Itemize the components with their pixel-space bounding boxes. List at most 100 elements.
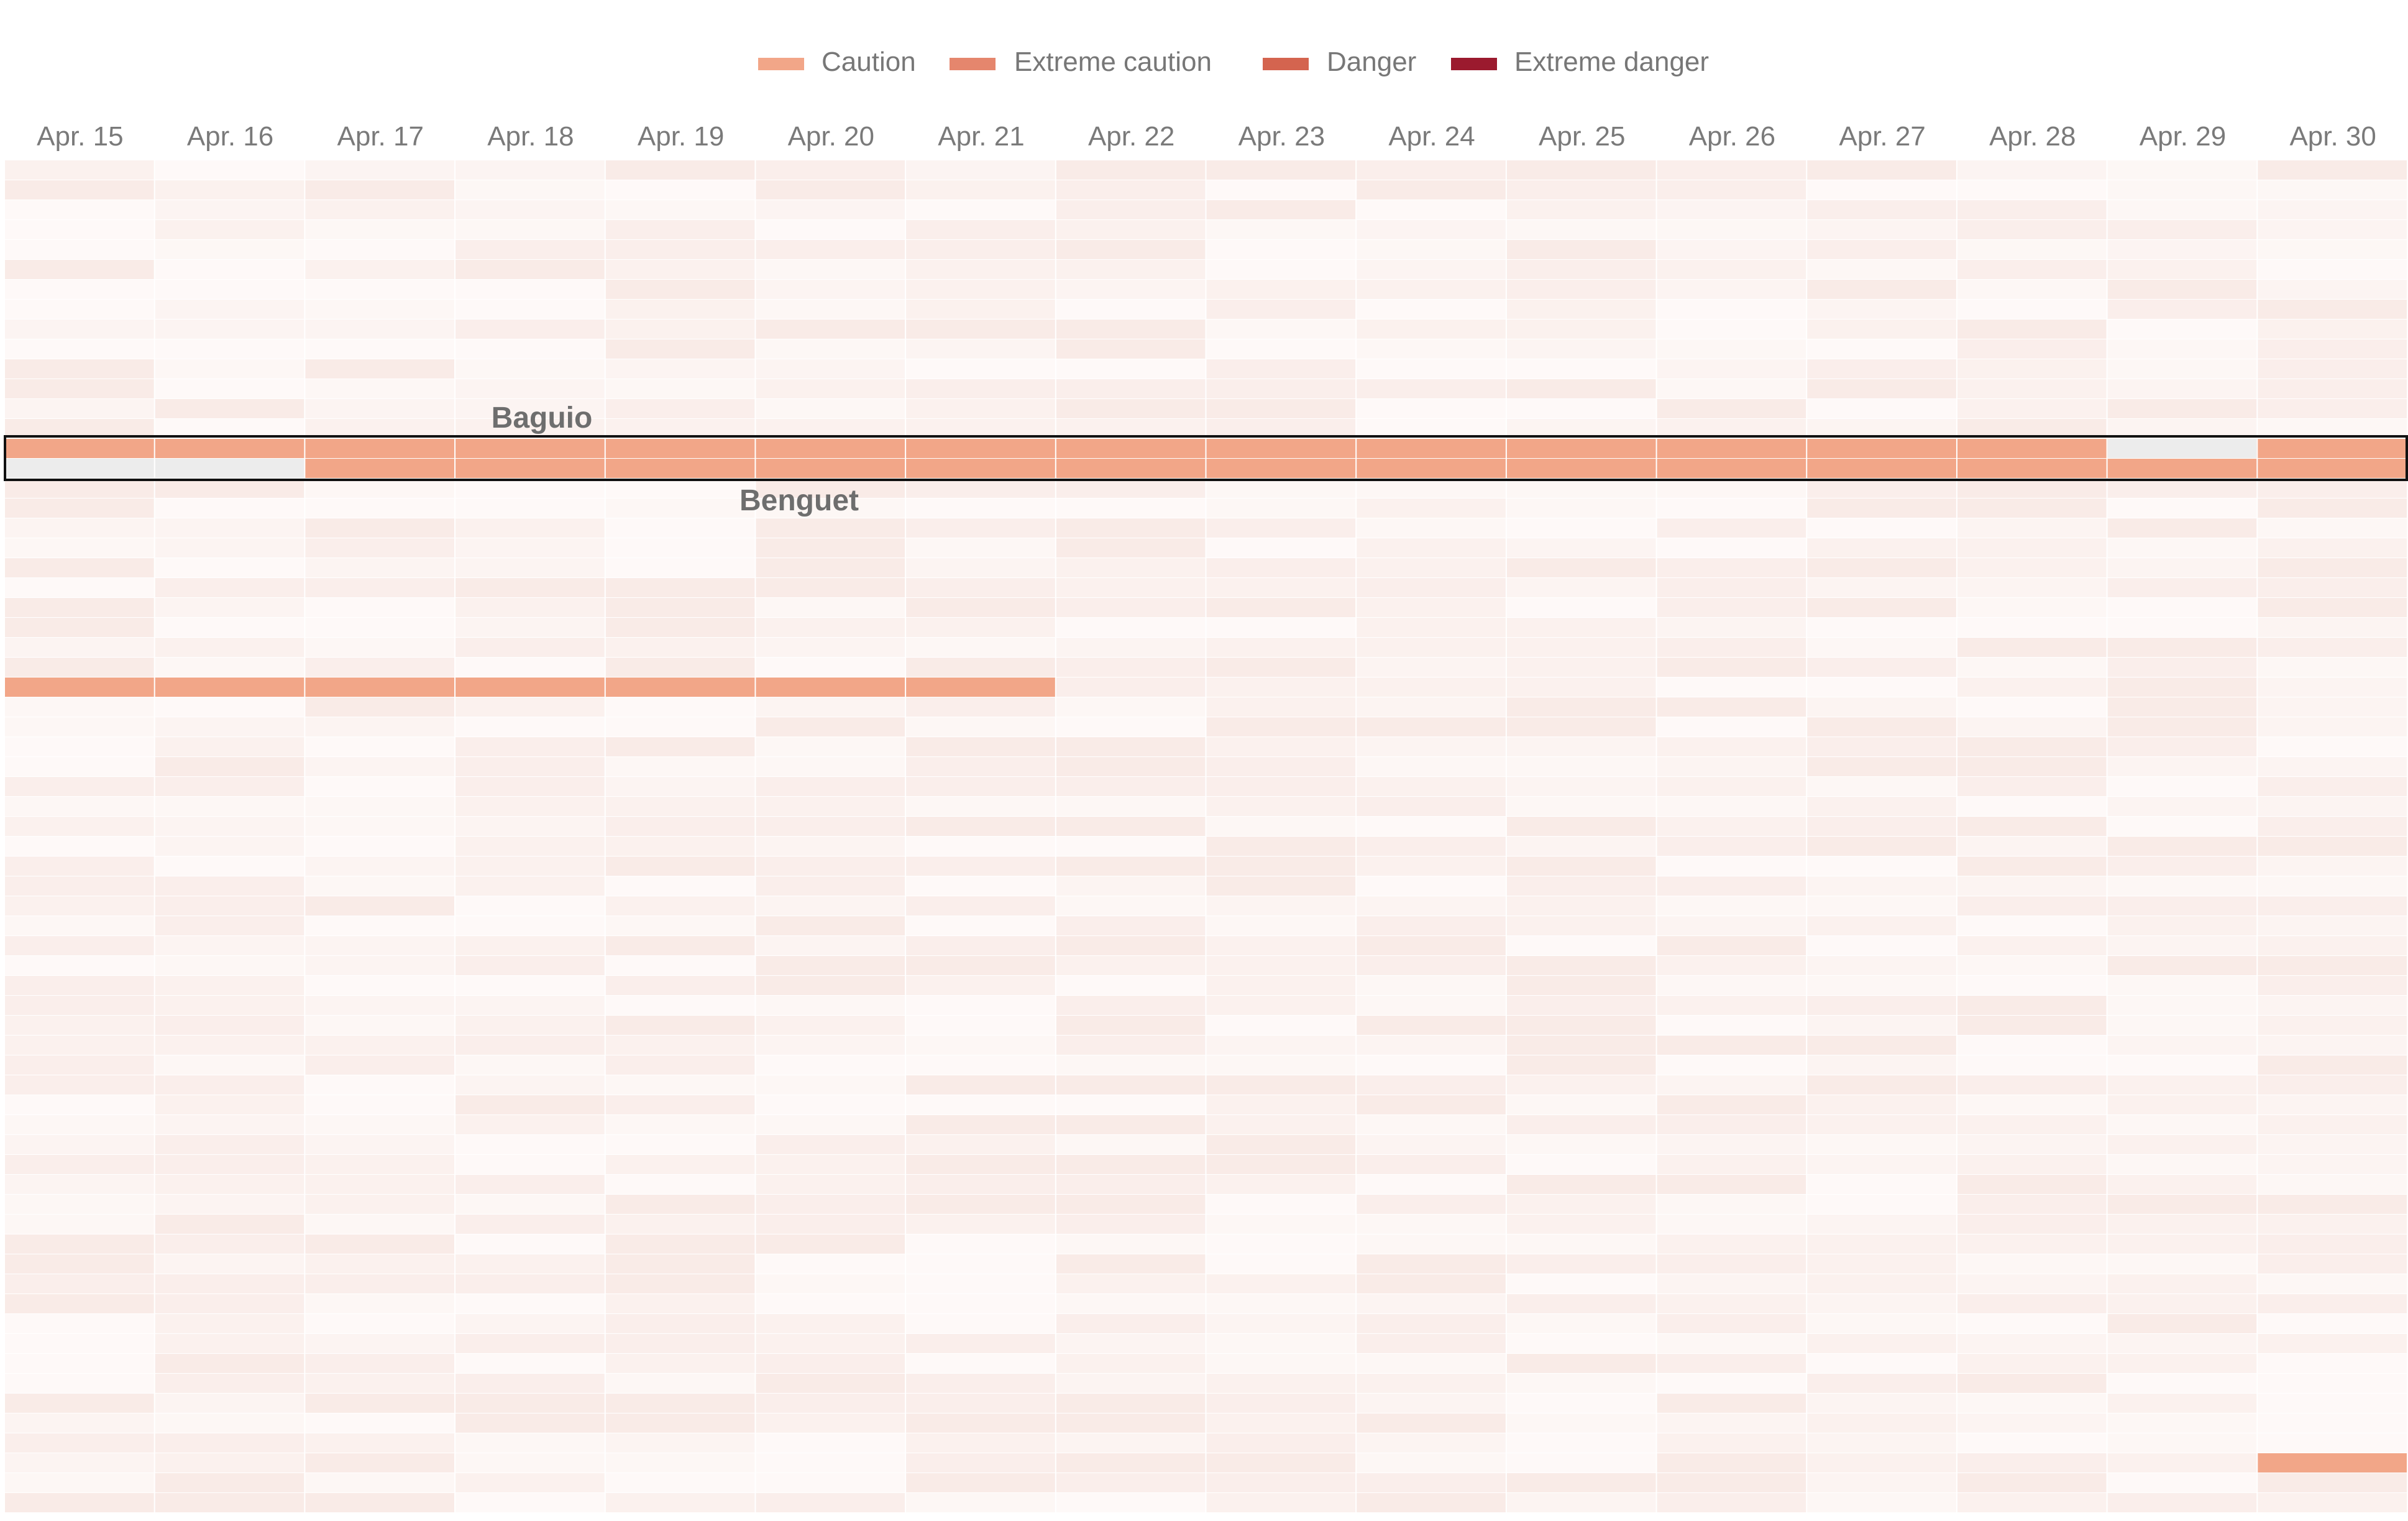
heat-cell bbox=[5, 678, 154, 697]
heat-cell bbox=[605, 777, 755, 796]
heat-cell bbox=[456, 1155, 605, 1174]
heat-cell bbox=[1056, 1115, 1206, 1134]
heat-cell bbox=[2107, 260, 2257, 279]
heat-cell bbox=[1506, 618, 1656, 637]
heat-cell bbox=[906, 240, 1055, 259]
heat-cell bbox=[5, 638, 154, 657]
heat-cell bbox=[5, 578, 154, 597]
heat-cell bbox=[305, 1055, 455, 1075]
heat-cell bbox=[756, 1155, 905, 1174]
heat-cell bbox=[906, 419, 1055, 438]
heat-cell bbox=[1506, 1413, 1656, 1433]
heat-cell bbox=[1657, 1314, 1806, 1333]
x-tick-apr-21: Apr. 21 bbox=[938, 121, 1024, 152]
heat-cell bbox=[1056, 598, 1206, 617]
heat-cell bbox=[1807, 1016, 1956, 1035]
heat-cell bbox=[1357, 797, 1506, 816]
heat-cell bbox=[5, 757, 154, 776]
heat-cell bbox=[155, 777, 304, 796]
heat-cell bbox=[5, 1354, 154, 1373]
heat-cell bbox=[1657, 896, 1806, 916]
heat-cell bbox=[1056, 200, 1206, 219]
heat-cell bbox=[1357, 459, 1506, 478]
heat-cell bbox=[2258, 976, 2407, 995]
heat-cell bbox=[1206, 1374, 1356, 1393]
heat-cell bbox=[1357, 300, 1506, 319]
heat-cell bbox=[1807, 697, 1956, 717]
heat-cell bbox=[1807, 379, 1956, 398]
heat-cell bbox=[1657, 857, 1806, 876]
heat-cell bbox=[5, 319, 154, 339]
heat-cell bbox=[1357, 936, 1506, 955]
heat-cell bbox=[5, 339, 154, 359]
heat-cell bbox=[756, 1055, 905, 1075]
heat-cell bbox=[605, 1314, 755, 1333]
heat-cell bbox=[1206, 797, 1356, 816]
heat-cell bbox=[2258, 1294, 2407, 1313]
heat-cell bbox=[5, 1294, 154, 1313]
heat-cell bbox=[1357, 956, 1506, 975]
heat-cell bbox=[1957, 1274, 2107, 1294]
heat-cell bbox=[2258, 518, 2407, 538]
heat-cell bbox=[2258, 717, 2407, 737]
heat-cell bbox=[305, 1374, 455, 1393]
heat-cell bbox=[5, 1473, 154, 1492]
heat-cell bbox=[1206, 1354, 1356, 1373]
heat-cell bbox=[5, 1334, 154, 1353]
heat-cell bbox=[1957, 678, 2107, 697]
heat-cell bbox=[605, 1473, 755, 1492]
heat-cell bbox=[456, 876, 605, 896]
heat-cell bbox=[906, 936, 1055, 955]
heat-cell bbox=[5, 936, 154, 955]
heat-cell bbox=[906, 857, 1055, 876]
heat-cell bbox=[1206, 1135, 1356, 1154]
heat-cell bbox=[1957, 1413, 2107, 1433]
heat-cell bbox=[456, 1493, 605, 1512]
heat-cell bbox=[756, 1016, 905, 1035]
heat-cell bbox=[5, 996, 154, 1015]
heat-cell bbox=[2107, 896, 2257, 916]
heat-cell bbox=[1506, 777, 1656, 796]
heat-cell bbox=[756, 419, 905, 438]
heat-cell bbox=[1056, 1155, 1206, 1174]
heat-cell bbox=[2107, 717, 2257, 737]
heat-cell bbox=[605, 996, 755, 1015]
annotation-baguio: Baguio bbox=[492, 402, 593, 434]
heat-cell bbox=[1657, 439, 1806, 458]
heat-cell bbox=[456, 518, 605, 538]
heat-cell bbox=[605, 1075, 755, 1095]
heat-cell bbox=[1657, 737, 1806, 756]
heat-cell bbox=[1206, 876, 1356, 896]
heat-cell bbox=[1206, 359, 1356, 379]
heat-cell bbox=[1957, 160, 2107, 180]
heat-cell bbox=[1657, 459, 1806, 478]
heat-cell bbox=[1506, 1234, 1656, 1254]
heat-cell bbox=[2107, 479, 2257, 498]
heat-cell bbox=[756, 1095, 905, 1114]
heat-cell bbox=[2258, 1036, 2407, 1055]
heat-cell bbox=[155, 379, 304, 398]
heat-cell bbox=[1957, 1175, 2107, 1194]
heat-cell bbox=[5, 1155, 154, 1174]
heat-cell bbox=[1807, 280, 1956, 299]
heat-cell bbox=[906, 717, 1055, 737]
heat-cell bbox=[2107, 379, 2257, 398]
heat-cell bbox=[1056, 160, 1206, 180]
heat-cell bbox=[5, 1195, 154, 1214]
heat-cell bbox=[1807, 956, 1956, 975]
heat-cell bbox=[5, 1036, 154, 1055]
heat-cell bbox=[756, 678, 905, 697]
heat-cell bbox=[756, 240, 905, 259]
heat-cell bbox=[906, 817, 1055, 836]
heat-cell bbox=[1506, 1254, 1656, 1274]
heat-cell bbox=[1506, 1095, 1656, 1114]
heat-cell bbox=[756, 1036, 905, 1055]
heat-cell bbox=[305, 638, 455, 657]
heat-cell bbox=[155, 538, 304, 558]
heat-cell bbox=[1357, 419, 1506, 438]
heat-cell bbox=[456, 499, 605, 518]
heat-cell bbox=[456, 1234, 605, 1254]
heat-cell bbox=[756, 697, 905, 717]
heat-cell bbox=[2107, 359, 2257, 379]
heat-cell bbox=[1807, 1374, 1956, 1393]
